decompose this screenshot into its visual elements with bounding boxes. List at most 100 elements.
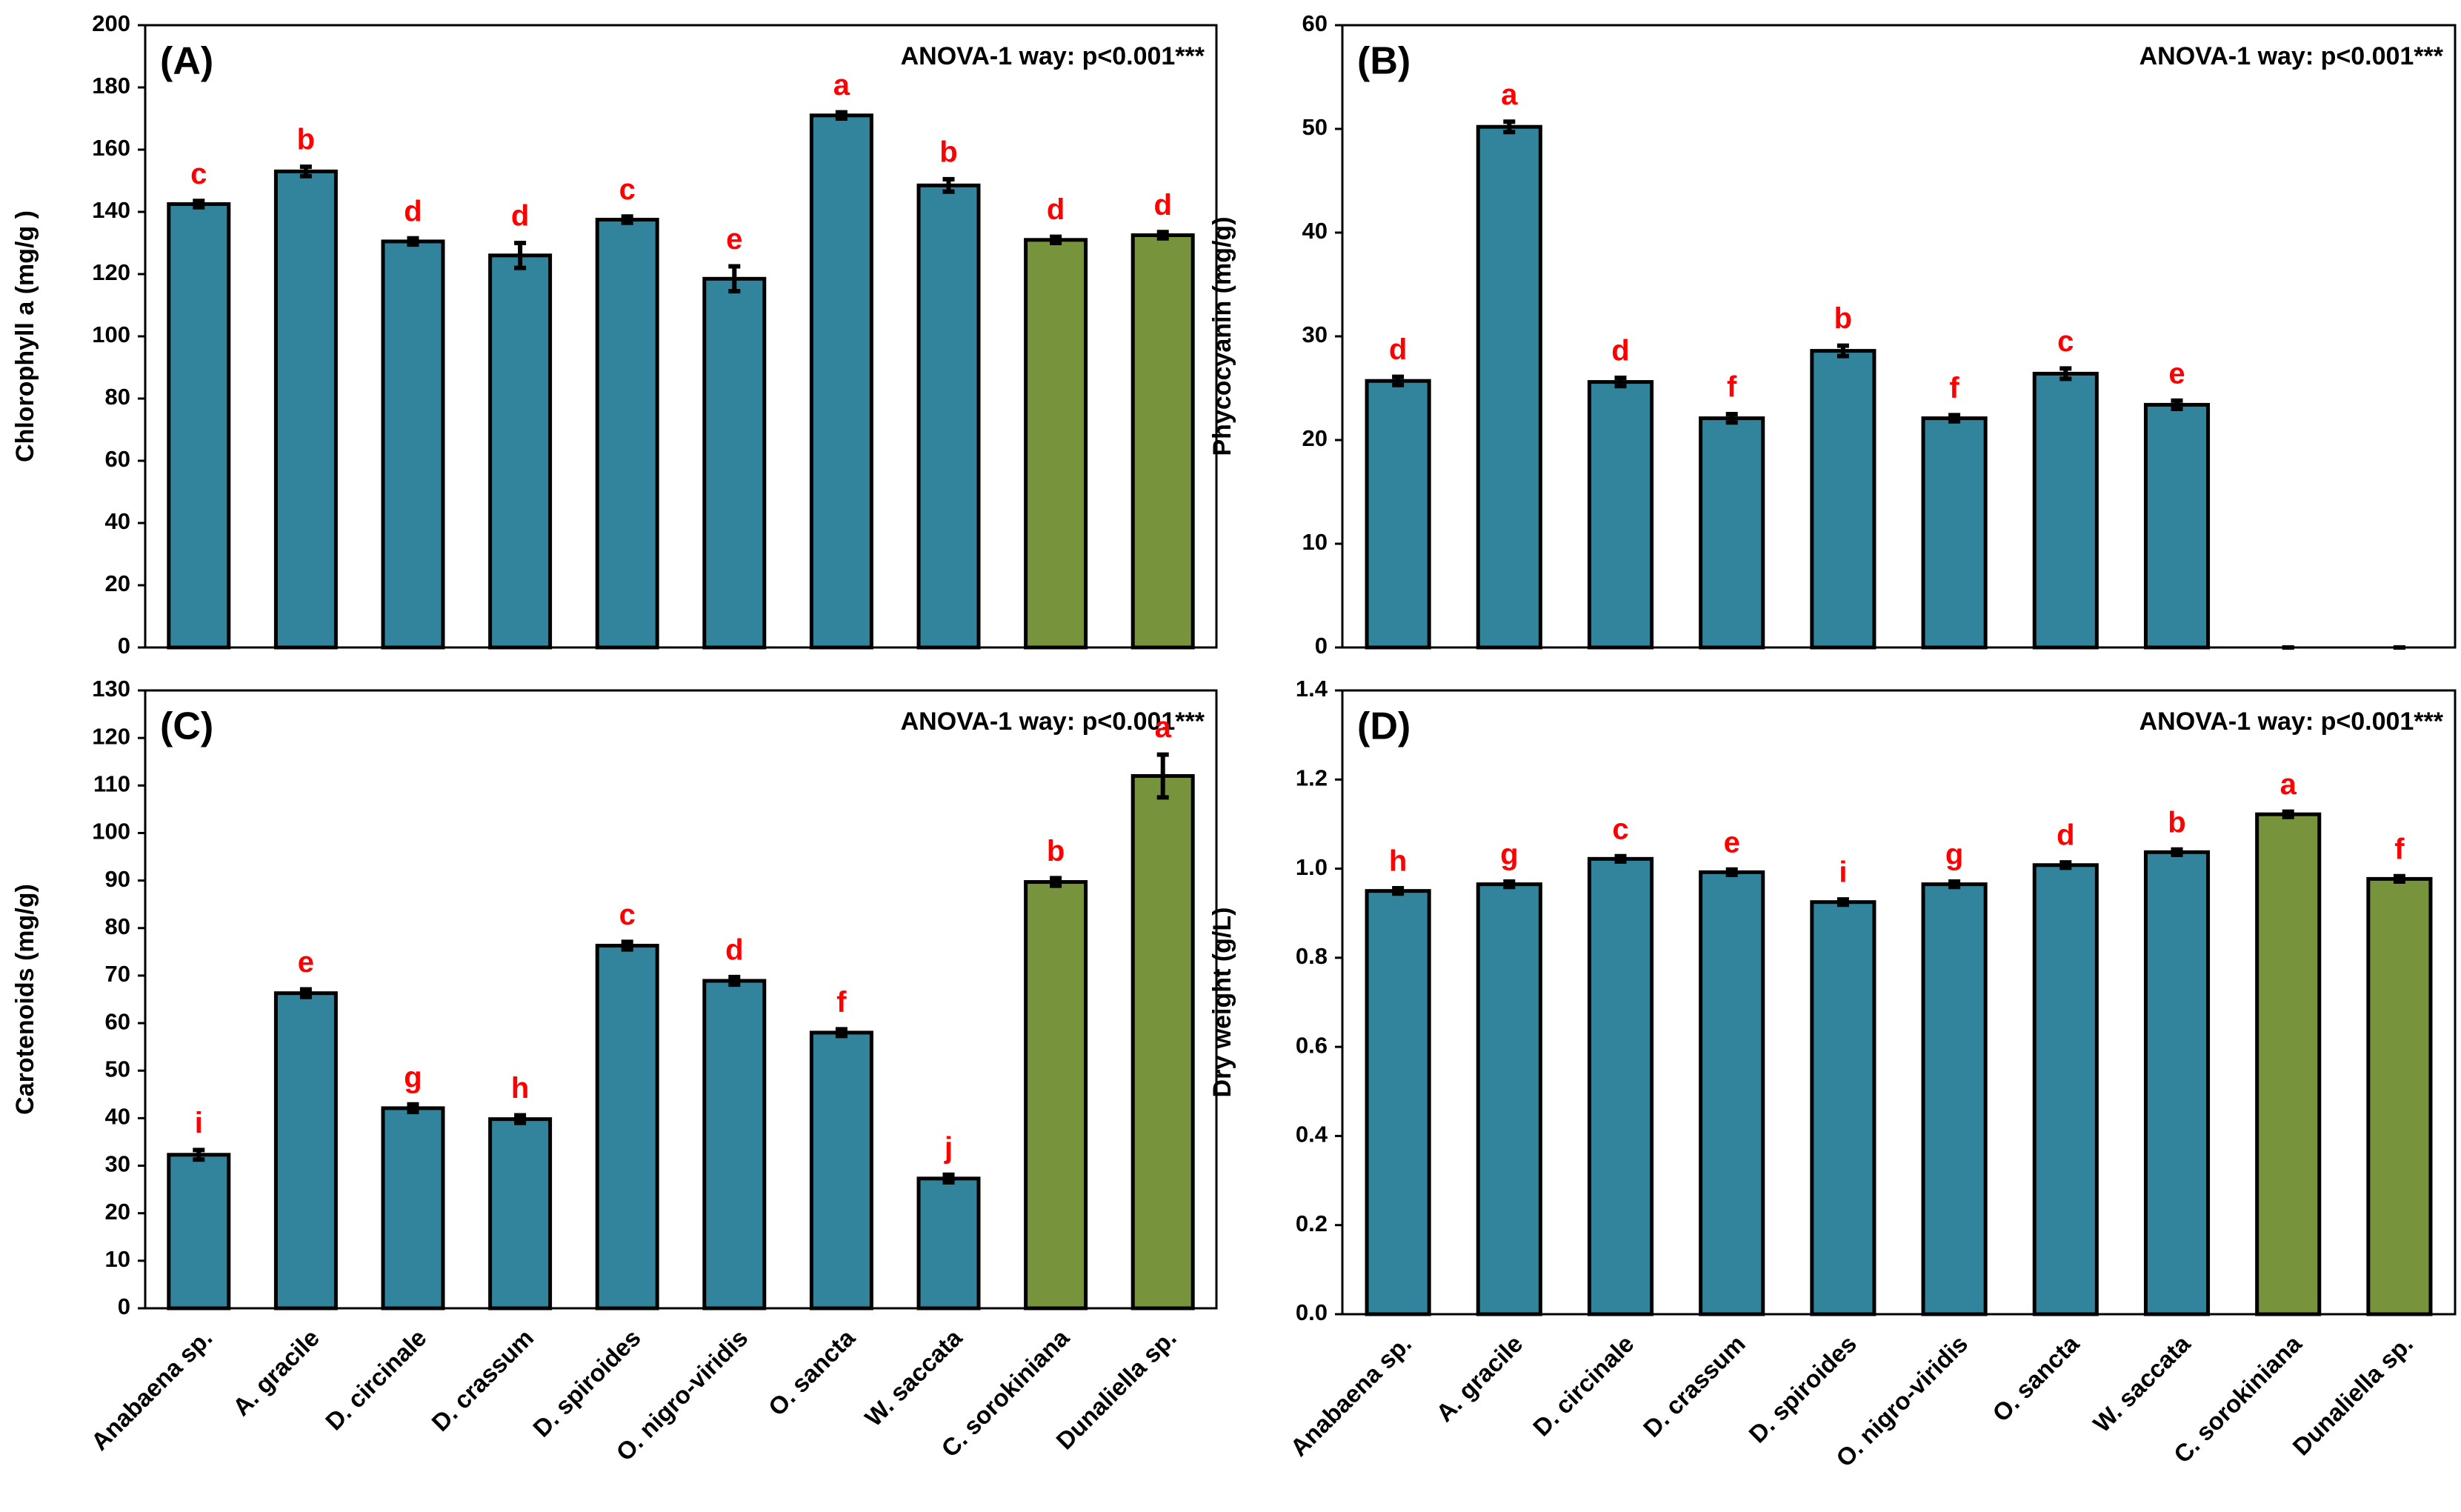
significance-letter: j: [944, 1131, 953, 1164]
significance-letter: a: [833, 69, 850, 101]
error-bar: [193, 1148, 205, 1162]
bar: [1024, 238, 1088, 650]
bar: [2255, 812, 2322, 1316]
significance-letter: d: [1389, 333, 1407, 366]
error-bar: [1614, 853, 1627, 864]
significance-letter: d: [1153, 189, 1171, 222]
significance-letter: a: [2280, 768, 2297, 801]
bar: [273, 991, 338, 1310]
y-tick-label: 0: [118, 1293, 130, 1319]
y-tick-label: 0.8: [1296, 943, 1328, 969]
bar: [916, 183, 981, 650]
error-bar: [621, 214, 633, 225]
bar: [167, 202, 231, 650]
significance-letter: d: [511, 200, 529, 233]
y-tick-label: 40: [1302, 218, 1328, 244]
significance-letter: f: [836, 986, 847, 1019]
y-tick-label: 50: [1302, 114, 1328, 140]
error-bar: [942, 176, 955, 194]
y-tick-label: 20: [105, 1199, 130, 1225]
error-bar: [1725, 412, 1738, 425]
panel-label: (B): [1357, 40, 1411, 83]
error-bar: [835, 1027, 847, 1039]
y-tick-label: 200: [92, 10, 130, 36]
error-bar: [1050, 876, 1062, 888]
significance-letter: d: [725, 933, 743, 966]
significance-letter: c: [2057, 325, 2074, 358]
error-bar: [514, 1113, 527, 1125]
y-tick-label: 60: [105, 446, 130, 472]
error-bar: [2059, 366, 2072, 382]
bar: [702, 276, 767, 650]
bar: [1365, 889, 1431, 1316]
bar: [1921, 416, 1988, 650]
y-axis-label: Dry weight (g/L): [1208, 907, 1236, 1098]
error-bar: [728, 264, 741, 294]
y-tick-label: 160: [92, 135, 130, 161]
y-tick-label: 40: [105, 508, 130, 534]
significance-letter: g: [404, 1061, 422, 1093]
significance-letter: e: [726, 223, 742, 256]
y-axis-label: Phycocyanin (mg/g): [1208, 216, 1236, 456]
y-tick-label: 20: [1302, 425, 1328, 451]
significance-letter: g: [1945, 839, 1963, 871]
bar: [1699, 416, 1765, 650]
y-tick-label: 80: [105, 384, 130, 410]
error-bar: [407, 1102, 419, 1115]
x-tick-label: D. spiroides: [1743, 1330, 1862, 1448]
significance-letter: c: [1612, 813, 1628, 845]
bar: [488, 253, 553, 650]
anova-annotation: ANOVA-1 way: p<0.001***: [901, 707, 1205, 736]
error-bar: [1948, 413, 1961, 424]
significance-letter: f: [2394, 833, 2405, 865]
y-tick-label: 0.6: [1296, 1032, 1328, 1058]
error-bar: [1725, 867, 1738, 877]
bar: [167, 1153, 231, 1310]
bar: [1921, 882, 1988, 1316]
significance-letter: c: [619, 899, 636, 931]
error-bar: [2171, 847, 2183, 857]
bar: [1587, 380, 1654, 650]
plot-frame: [144, 689, 1218, 1310]
error-bar: [1392, 886, 1405, 896]
y-tick-label: 0.2: [1296, 1210, 1328, 1236]
y-tick-label: 30: [1302, 322, 1328, 347]
bar: [1699, 870, 1765, 1316]
x-tick-label: D. crassum: [1638, 1330, 1751, 1442]
error-bar: [1050, 234, 1062, 245]
error-bar: [299, 164, 312, 179]
panel-label: (A): [160, 40, 213, 83]
error-bar: [1156, 752, 1169, 800]
significance-letter: i: [195, 1107, 203, 1139]
error-bar: [2171, 398, 2183, 411]
x-tick-label: D. circinale: [1528, 1330, 1639, 1442]
significance-letter: h: [1389, 845, 1407, 878]
significance-letter: d: [2057, 819, 2074, 852]
bar: [1365, 379, 1431, 650]
y-tick-label: 100: [92, 819, 130, 845]
bar: [1476, 882, 1542, 1316]
error-bar: [2393, 873, 2405, 885]
anova-annotation: ANOVA-1 way: p<0.001***: [901, 42, 1205, 70]
y-tick-label: 0: [118, 633, 130, 659]
significance-letter: b: [1834, 302, 1852, 335]
y-tick-label: 140: [92, 197, 130, 223]
bar: [2366, 876, 2433, 1316]
y-tick-label: 10: [105, 1246, 130, 1272]
bar: [2143, 850, 2211, 1316]
bar: [702, 979, 767, 1310]
y-tick-label: 80: [105, 913, 130, 939]
bar: [1024, 880, 1088, 1310]
panel-label: (D): [1357, 705, 1411, 748]
significance-letter: b: [2168, 806, 2185, 839]
error-bar: [621, 939, 633, 952]
plot-frame: [1341, 689, 2457, 1316]
y-tick-label: 110: [93, 770, 130, 796]
error-bar: [835, 110, 847, 121]
bar: [1810, 900, 1876, 1316]
bar: [595, 218, 659, 650]
y-tick-label: 40: [105, 1104, 130, 1130]
y-tick-label: 60: [105, 1008, 130, 1034]
x-tick-label: A. gracile: [1431, 1330, 1528, 1427]
y-tick-label: 120: [92, 723, 130, 749]
